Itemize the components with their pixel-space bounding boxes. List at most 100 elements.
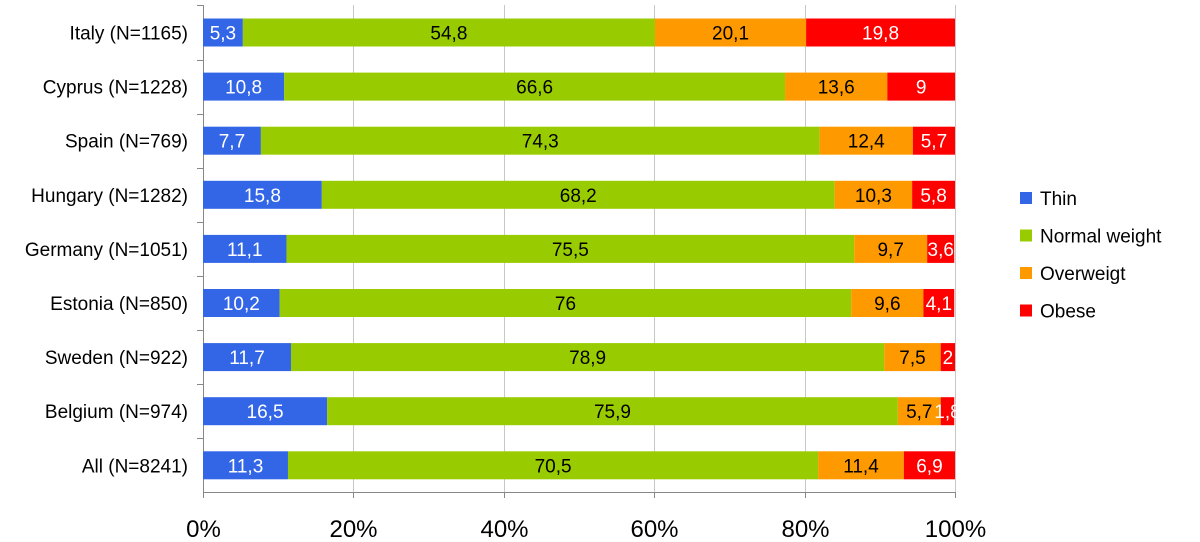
x-tick-label: 20%	[329, 516, 377, 542]
legend-label: Thin	[1040, 189, 1077, 210]
bar-overweigt	[819, 126, 913, 155]
bar-overweigt	[884, 343, 941, 372]
data-label: 76	[555, 294, 576, 315]
data-label: 20,1	[712, 24, 749, 45]
data-label: 15,8	[244, 186, 281, 207]
x-tick-label: 100%	[925, 516, 986, 542]
data-label: 75,5	[552, 240, 589, 261]
bar-obese	[940, 397, 955, 426]
bar-overweigt	[654, 18, 807, 47]
data-label: 13,6	[818, 78, 855, 99]
category-label: Sweden (N=922)	[45, 348, 188, 369]
category-label: Hungary (N=1282)	[31, 186, 188, 207]
bar-normal-weight	[279, 289, 852, 317]
data-label: 70,5	[535, 456, 572, 477]
bar-thin	[203, 72, 285, 101]
legend-label: Normal weight	[1040, 227, 1162, 248]
data-label: 66,6	[516, 78, 553, 99]
bar-obese	[887, 72, 955, 101]
data-label: 5,3	[210, 24, 236, 45]
bar-normal-weight	[284, 72, 786, 101]
bar-overweigt	[818, 451, 904, 480]
category-label: Spain (N=769)	[65, 132, 188, 153]
bar-obese	[923, 289, 955, 317]
data-label: 9	[916, 78, 927, 99]
data-label: 16,5	[247, 402, 284, 423]
category-label: Germany (N=1051)	[25, 240, 188, 261]
bar-normal-weight	[242, 18, 655, 47]
data-label: 19,8	[862, 24, 899, 45]
data-label: 2	[943, 348, 954, 369]
bar-overweigt	[897, 397, 941, 426]
bar-thin	[203, 234, 287, 263]
legend-label: Obese	[1040, 302, 1096, 323]
bar-thin	[203, 126, 261, 155]
bar-obese	[806, 18, 955, 47]
bar-overweigt	[854, 234, 928, 263]
bar-obese	[912, 126, 955, 155]
bar-normal-weight	[290, 343, 885, 372]
bars-layer	[203, 18, 955, 480]
data-label: 1,8	[934, 402, 960, 423]
bar-thin	[203, 289, 280, 317]
bar-normal-weight	[321, 180, 835, 209]
data-label: 5,7	[906, 402, 932, 423]
data-label: 75,9	[594, 402, 631, 423]
bar-normal-weight	[260, 126, 820, 155]
bar-normal-weight	[286, 234, 855, 263]
x-tick-label: 0%	[186, 516, 221, 542]
legend-swatch	[1020, 304, 1032, 317]
x-tick-label: 60%	[630, 516, 678, 542]
legend: Thin Normal weight Overweigt Obese	[1020, 189, 1162, 323]
data-label: 78,9	[569, 348, 606, 369]
bar-thin	[203, 343, 291, 372]
category-label: Cyprus (N=1228)	[43, 78, 188, 99]
data-label: 6,9	[916, 456, 942, 477]
legend-swatch	[1020, 267, 1032, 279]
data-label: 54,8	[430, 24, 467, 45]
bar-normal-weight	[327, 397, 898, 426]
data-label: 3,6	[928, 240, 954, 261]
bar-thin	[203, 397, 328, 426]
category-label: Italy (N=1165)	[70, 24, 188, 45]
data-label: 7,7	[219, 132, 245, 153]
category-label: Belgium (N=974)	[45, 402, 188, 423]
data-label: 9,6	[874, 294, 900, 315]
bar-thin	[203, 18, 243, 47]
data-label: 11,3	[228, 456, 264, 477]
data-label: 11,7	[229, 348, 265, 369]
data-label: 5,7	[921, 132, 947, 153]
bar-thin	[203, 180, 322, 209]
legend-label: Overweigt	[1040, 264, 1126, 285]
data-label: 10,2	[223, 294, 260, 315]
bar-thin	[203, 451, 288, 480]
data-label: 68,2	[560, 186, 597, 207]
labels-layer: Italy (N=1165) 5,3 54,8 20,1 19,8 Cyprus (N=1…	[25, 24, 961, 478]
bar-obese	[912, 180, 955, 209]
data-label: 7,5	[899, 348, 925, 369]
data-label: 11,4	[843, 456, 879, 477]
x-tick-label: 40%	[480, 516, 528, 542]
x-tick-label: 80%	[781, 516, 829, 542]
data-label: 9,7	[877, 240, 903, 261]
data-label: 5,8	[920, 186, 946, 207]
data-label: 10,8	[225, 78, 262, 99]
legend-swatch	[1020, 192, 1032, 204]
data-label: 12,4	[848, 132, 885, 153]
bar-normal-weight	[287, 451, 819, 480]
bar-obese	[903, 451, 955, 480]
data-label: 10,3	[855, 186, 892, 207]
data-label: 74,3	[522, 132, 559, 153]
bar-obese	[927, 234, 955, 263]
bar-overweigt	[851, 289, 924, 317]
data-label: 11,1	[227, 240, 263, 261]
category-label: Estonia (N=850)	[50, 294, 188, 315]
data-label: 4,1	[926, 294, 952, 315]
bar-obese	[940, 343, 955, 372]
bar-overweigt	[834, 180, 913, 209]
bar-overweigt	[785, 72, 888, 101]
legend-swatch	[1020, 229, 1032, 242]
category-label: All (N=8241)	[82, 456, 188, 477]
